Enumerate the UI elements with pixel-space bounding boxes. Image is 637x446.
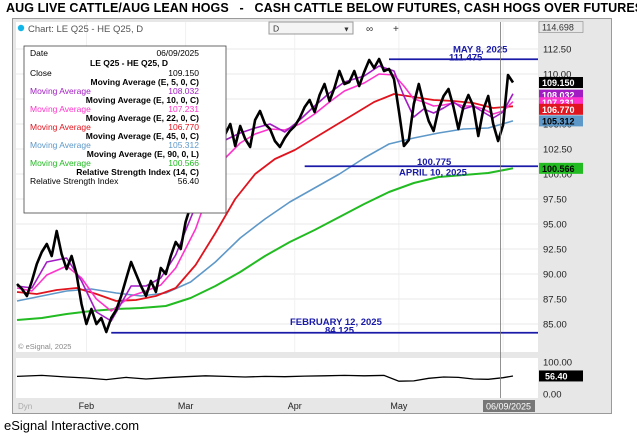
source-footer: eSignal Interactive.com bbox=[4, 418, 140, 433]
dyn-label: Dyn bbox=[18, 402, 32, 411]
series-line-close bbox=[16, 57, 515, 334]
info-rsi-value: 56.40 bbox=[178, 176, 200, 186]
info-ma90-value: 100.566 bbox=[168, 158, 199, 168]
rsi-badge-text: 56.40 bbox=[545, 371, 568, 381]
crosshair-icon[interactable]: + bbox=[393, 24, 399, 35]
x-tick-label: Feb bbox=[79, 401, 95, 411]
info-symbol: LE Q25 - HE Q25, D bbox=[90, 58, 168, 68]
info-ma45-label: Moving Average bbox=[30, 140, 91, 150]
chart-headline: AUG LIVE CATTLE/AUG LEAN HOGS - CASH CAT… bbox=[6, 1, 637, 15]
chevron-down-icon[interactable]: ▼ bbox=[343, 27, 350, 34]
price-badge-text: 114.698 bbox=[542, 23, 574, 33]
chart-toolbar: Chart: LE Q25 - HE Q25, D D ▼ ∞ + bbox=[17, 21, 399, 35]
chart-toolbar-dot bbox=[17, 24, 25, 32]
y-tick-label: 90.00 bbox=[543, 270, 567, 281]
date-badge-text: 06/09/2025 bbox=[486, 402, 531, 412]
info-ma22-label: Moving Average bbox=[30, 122, 91, 132]
y-tick-label: 110.00 bbox=[543, 70, 571, 81]
y-tick-label: 97.50 bbox=[543, 195, 567, 206]
y-tick-label: 92.50 bbox=[543, 245, 567, 256]
y-tick-label: 112.50 bbox=[543, 45, 571, 56]
chart-svg[interactable]: Chart: LE Q25 - HE Q25, D D ▼ ∞ + MAY 8,… bbox=[13, 19, 611, 413]
price-badge-box bbox=[539, 103, 583, 115]
y-tick-label: 100.00 bbox=[543, 170, 572, 181]
price-badge-text: 108.032 bbox=[542, 91, 575, 101]
price-badge-text: 107.231 bbox=[542, 98, 575, 108]
info-rsi-label: Relative Strength Index bbox=[30, 176, 119, 186]
price-badge-box bbox=[539, 77, 583, 88]
rsi-tick-label: 100.00 bbox=[543, 358, 572, 369]
price-badge-box bbox=[539, 89, 583, 101]
x-tick-label: May bbox=[390, 401, 408, 411]
rsi-line bbox=[16, 374, 514, 382]
rsi-tick-label: 0.00 bbox=[543, 390, 562, 401]
annotation-april-date: APRIL 10, 2025 bbox=[399, 167, 468, 178]
info-ma10-label: Moving Average bbox=[30, 104, 91, 114]
price-badge-text: 106.770 bbox=[542, 105, 575, 115]
annotation-april-value: 100.775 bbox=[417, 157, 452, 168]
annotations: MAY 8, 2025 111.475 100.775 APRIL 10, 20… bbox=[111, 44, 538, 336]
price-badge-box bbox=[539, 97, 583, 109]
info-ma22-title: Moving Average (E, 22, 0, C) bbox=[86, 113, 199, 123]
annotation-february-date: FEBRUARY 12, 2025 bbox=[290, 317, 383, 328]
annotation-may-value: 111.475 bbox=[449, 52, 483, 63]
interval-select[interactable] bbox=[268, 21, 354, 35]
price-badge-text: 105.312 bbox=[542, 116, 575, 126]
price-badge-box bbox=[539, 115, 583, 127]
rsi-axis: 100.00 0.00 bbox=[543, 358, 572, 401]
interval-select-label: D bbox=[273, 24, 279, 34]
info-ma10-title: Moving Average (E, 10, 0, C) bbox=[86, 95, 199, 105]
info-close-label: Close bbox=[30, 68, 52, 78]
y-tick-label: 87.50 bbox=[543, 295, 567, 306]
y-tick-label: 95.00 bbox=[543, 220, 567, 231]
info-ma90-label: Moving Average bbox=[30, 158, 91, 168]
series-line-ema-90 bbox=[16, 167, 514, 321]
data-window[interactable]: Date 06/09/2025 LE Q25 - HE Q25, D Close… bbox=[23, 45, 227, 214]
info-ma5-value: 108.032 bbox=[168, 86, 199, 96]
info-date-value: 06/09/2025 bbox=[156, 48, 199, 58]
annotation-may-date: MAY 8, 2025 bbox=[453, 44, 508, 55]
rsi-badge-box bbox=[539, 370, 583, 382]
info-ma22-value: 106.770 bbox=[168, 122, 199, 132]
chart-frame[interactable]: Chart: LE Q25 - HE Q25, D D ▼ ∞ + MAY 8,… bbox=[12, 18, 612, 414]
y-tick-label: 102.50 bbox=[543, 145, 572, 156]
price-badge-box bbox=[538, 21, 584, 33]
info-close-value: 109.150 bbox=[168, 68, 199, 78]
info-ma45-value: 105.312 bbox=[168, 140, 199, 150]
chart-title-label: Chart: LE Q25 - HE Q25, D bbox=[28, 24, 143, 35]
date-badge-box bbox=[483, 400, 535, 412]
x-tick-label: Mar bbox=[178, 401, 194, 411]
y-tick-label: 85.00 bbox=[543, 320, 567, 331]
price-badge-box bbox=[539, 162, 583, 174]
date-axis: Dyn FebMarAprMayJun bbox=[18, 401, 510, 411]
esignal-watermark: © eSignal, 2025 bbox=[18, 342, 71, 351]
date-badge: 06/09/2025 bbox=[483, 400, 535, 412]
price-badge-text: 100.566 bbox=[542, 164, 575, 174]
info-ma90-title: Moving Average (E, 90, 0, L) bbox=[87, 149, 199, 159]
link-icon[interactable]: ∞ bbox=[366, 24, 373, 35]
info-rsi-title: Relative Strength Index (14, C) bbox=[76, 167, 199, 177]
price-badges: 114.698 109.150 108.032107.231106.770105.3… bbox=[538, 21, 584, 382]
info-ma5-title: Moving Average (E, 5, 0, C) bbox=[91, 77, 200, 87]
info-ma45-title: Moving Average (E, 45, 0, C) bbox=[86, 131, 199, 141]
series-line-ema-45 bbox=[16, 120, 514, 302]
info-ma10-value: 107.231 bbox=[168, 104, 199, 114]
info-date-label: Date bbox=[30, 48, 48, 58]
annotation-february-value: 84.125 bbox=[325, 325, 355, 336]
info-ma5-label: Moving Average bbox=[30, 86, 91, 96]
data-window-box bbox=[23, 45, 227, 214]
rsi-plot-area[interactable] bbox=[16, 358, 538, 398]
series-line-ema-22 bbox=[16, 93, 514, 302]
x-tick-label: Apr bbox=[288, 401, 302, 411]
price-badge-text: 109.150 bbox=[542, 78, 575, 88]
